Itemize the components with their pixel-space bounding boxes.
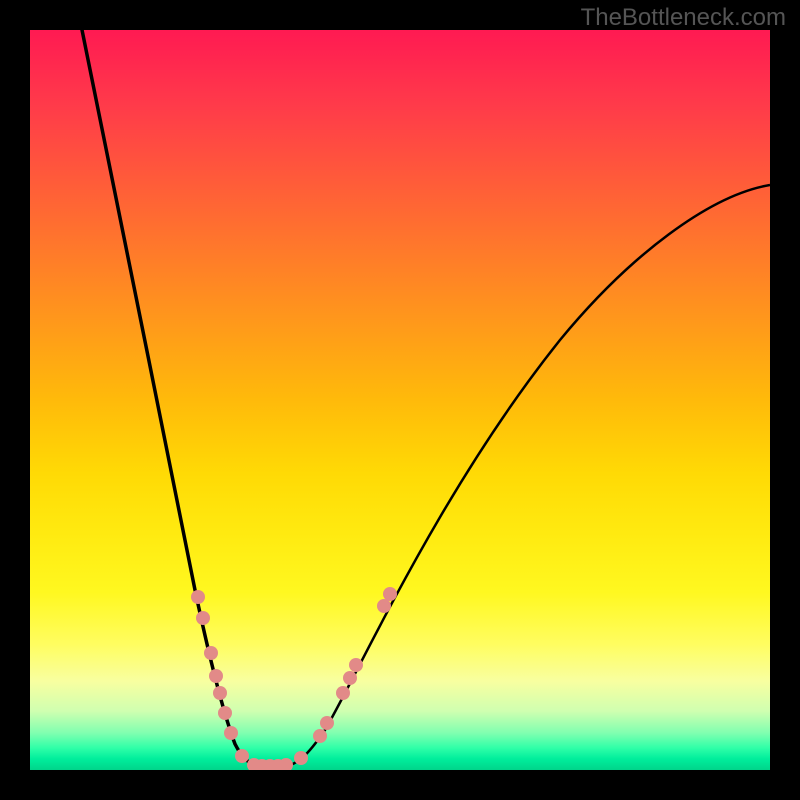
data-marker xyxy=(209,669,223,683)
data-marker xyxy=(218,706,232,720)
data-marker xyxy=(196,611,210,625)
data-marker xyxy=(336,686,350,700)
bottleneck-curve-chart xyxy=(30,30,770,770)
data-marker xyxy=(383,587,397,601)
marker-group xyxy=(191,587,397,770)
plot-area xyxy=(30,30,770,770)
data-marker xyxy=(320,716,334,730)
curve-right xyxy=(290,185,770,765)
data-marker xyxy=(191,590,205,604)
data-marker xyxy=(204,646,218,660)
data-marker xyxy=(224,726,238,740)
data-marker xyxy=(235,749,249,763)
data-marker xyxy=(377,599,391,613)
data-marker xyxy=(313,729,327,743)
data-marker xyxy=(213,686,227,700)
watermark: TheBottleneck.com xyxy=(581,4,786,32)
curve-left xyxy=(80,30,255,765)
data-marker xyxy=(294,751,308,765)
data-marker xyxy=(343,671,357,685)
data-marker xyxy=(349,658,363,672)
